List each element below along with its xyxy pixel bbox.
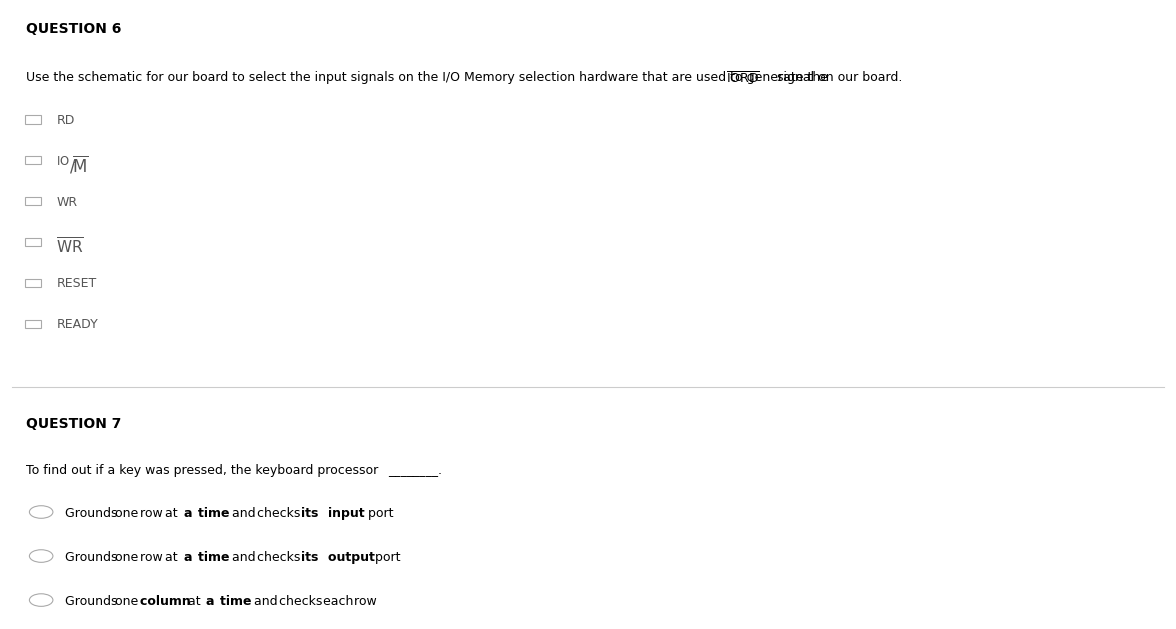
- Text: signal on our board.: signal on our board.: [773, 71, 902, 84]
- Bar: [26, 238, 40, 246]
- Text: QUESTION 6: QUESTION 6: [26, 22, 121, 36]
- Text: $\mathrm{^{IO}/\!\overline{M}}$: $\mathrm{^{IO}/\!\overline{M}}$: [56, 155, 89, 177]
- Text: RESET: RESET: [56, 277, 96, 291]
- Text: a: a: [185, 551, 198, 564]
- Text: one: one: [115, 507, 142, 520]
- Text: its: its: [301, 507, 322, 520]
- Circle shape: [29, 506, 53, 518]
- Text: To find out if a key was pressed, the keyboard processor: To find out if a key was pressed, the ke…: [26, 464, 382, 477]
- Text: each: each: [323, 595, 358, 608]
- Text: row: row: [140, 551, 167, 564]
- Text: a: a: [185, 507, 198, 520]
- Text: time: time: [198, 507, 234, 520]
- Text: one: one: [115, 595, 142, 608]
- Text: a: a: [207, 595, 219, 608]
- Circle shape: [29, 594, 53, 606]
- Text: at: at: [166, 551, 182, 564]
- Text: ________.: ________.: [388, 464, 442, 477]
- Text: one: one: [115, 551, 142, 564]
- Text: Grounds: Grounds: [65, 507, 121, 520]
- Text: and: and: [232, 507, 259, 520]
- Text: its: its: [301, 551, 322, 564]
- Text: WR: WR: [56, 196, 78, 209]
- Text: input: input: [328, 507, 369, 520]
- Text: Use the schematic for our board to select the input signals on the I/O Memory se: Use the schematic for our board to selec…: [26, 71, 831, 84]
- Text: QUESTION 7: QUESTION 7: [26, 417, 121, 431]
- Text: at: at: [166, 507, 182, 520]
- Circle shape: [29, 550, 53, 562]
- Text: port: port: [375, 551, 405, 564]
- Text: at: at: [187, 595, 205, 608]
- Text: row: row: [354, 595, 381, 608]
- Text: READY: READY: [56, 318, 99, 331]
- Text: $\overline{\mathrm{IORD}}$: $\overline{\mathrm{IORD}}$: [726, 71, 760, 87]
- Text: time: time: [220, 595, 256, 608]
- Text: RD: RD: [56, 114, 75, 127]
- Text: and: and: [254, 595, 281, 608]
- Text: and: and: [232, 551, 259, 564]
- Text: port: port: [368, 507, 397, 520]
- Text: Grounds: Grounds: [65, 551, 121, 564]
- Bar: [26, 156, 40, 164]
- Text: time: time: [198, 551, 234, 564]
- Text: row: row: [140, 507, 167, 520]
- Text: checks: checks: [279, 595, 326, 608]
- Text: $\overline{\mathrm{WR}}$: $\overline{\mathrm{WR}}$: [56, 237, 85, 257]
- Bar: [26, 320, 40, 328]
- Text: checks: checks: [256, 507, 305, 520]
- Text: checks: checks: [256, 551, 305, 564]
- Bar: [26, 279, 40, 287]
- Bar: [26, 116, 40, 123]
- Bar: [26, 197, 40, 205]
- Text: output: output: [328, 551, 379, 564]
- Text: column: column: [140, 595, 195, 608]
- Text: Grounds: Grounds: [65, 595, 121, 608]
